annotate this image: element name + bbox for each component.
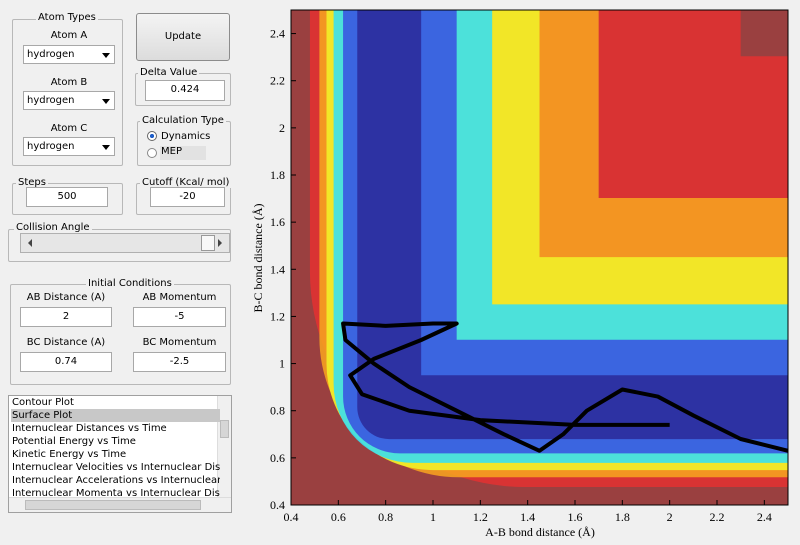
group-title: Calculation Type [140, 115, 226, 126]
radio-label: Dynamics [161, 131, 211, 142]
collision-group [8, 229, 231, 262]
h-scrollbar[interactable] [9, 497, 231, 512]
group-title: Atom Types [36, 12, 98, 23]
radio[interactable] [147, 148, 157, 158]
x-tick-label: 1.8 [615, 510, 630, 524]
list-item[interactable]: Internuclear Accelerations vs Internucle… [12, 475, 220, 486]
surface [291, 10, 788, 505]
x-tick-label: 2 [667, 510, 673, 524]
label: Atom A [50, 30, 88, 41]
label: Atom C [50, 123, 88, 134]
group-title: Steps [16, 177, 48, 188]
x-tick-label: 0.6 [331, 510, 346, 524]
input[interactable]: -5 [133, 307, 226, 327]
steps-group [12, 183, 123, 215]
v-scrollbar[interactable] [217, 396, 231, 498]
group-title: Initial Conditions [86, 278, 174, 289]
label: BC Distance (A) [26, 337, 106, 348]
list-item[interactable]: Internuclear Velocities vs Internuclear … [12, 462, 220, 473]
y-tick-label: 1.8 [270, 168, 285, 182]
group-title: Delta Value [138, 67, 200, 78]
group-title: Collision Angle [14, 222, 92, 233]
x-tick-label: 1.6 [568, 510, 583, 524]
delta-input[interactable]: 0.424 [145, 80, 225, 101]
list-item[interactable]: Internuclear Distances vs Time [12, 423, 167, 434]
cutoff-input[interactable]: -20 [150, 187, 225, 207]
plot-listbox[interactable]: Contour Plot Surface Plot Internuclear Dis… [8, 395, 232, 513]
dropdown[interactable]: hydrogen [23, 91, 115, 110]
label: Atom B [50, 77, 88, 88]
x-tick-label: 2.2 [710, 510, 725, 524]
x-tick-label: 0.8 [378, 510, 393, 524]
scroll-thumb[interactable] [220, 420, 229, 438]
scroll-thumb[interactable] [25, 500, 201, 510]
trajectory [341, 321, 788, 453]
y-axis-label: B-C bond distance (Å) [251, 204, 265, 313]
list-item[interactable]: Internuclear Momenta vs Internuclear Dis… [12, 488, 220, 499]
y-tick-label: 2.2 [270, 74, 285, 88]
dropdown[interactable]: hydrogen [23, 137, 115, 156]
input[interactable]: 2 [20, 307, 112, 327]
y-tick-label: 0.6 [270, 451, 285, 465]
y-tick-label: 1.6 [270, 215, 285, 229]
radio-label: MEP [160, 146, 206, 160]
label: AB Momentum [142, 292, 217, 303]
y-tick-label: 1 [279, 357, 285, 371]
plot: 0.4 0.6 0.8 1 1.2 1.4 1.6 1.8 2 2.2 2.4 0.4 0.6 0.8 1 1… [251, 9, 789, 539]
list-item[interactable]: Surface Plot [11, 409, 220, 422]
label: BC Momentum [142, 337, 217, 348]
y-tick-label: 1.4 [270, 262, 285, 276]
y-tick-label: 0.4 [270, 498, 285, 512]
y-tick-label: 0.8 [270, 404, 285, 418]
x-tick-label: 1 [430, 510, 436, 524]
y-tick-label: 2 [279, 121, 285, 135]
surface-band [357, 10, 788, 440]
x-tick-label: 2.4 [757, 510, 772, 524]
input[interactable]: 0.74 [20, 352, 112, 372]
y-tick-label: 2.4 [270, 27, 285, 41]
dropdown[interactable]: hydrogen [23, 45, 115, 64]
list-item[interactable]: Contour Plot [12, 397, 74, 408]
slider[interactable] [20, 233, 230, 253]
steps-input[interactable]: 500 [26, 187, 108, 207]
x-tick-label: 1.4 [520, 510, 535, 524]
list-item[interactable]: Kinetic Energy vs Time [12, 449, 127, 460]
update-button[interactable]: Update [136, 13, 230, 61]
radio[interactable] [147, 131, 157, 141]
y-tick-label: 1.2 [270, 309, 285, 323]
plot-frame [290, 9, 789, 506]
x-axis-label: A-B bond distance (Å) [485, 525, 595, 539]
x-tick-label: 0.4 [284, 510, 299, 524]
x-tick-label: 1.2 [473, 510, 488, 524]
arrow [24, 239, 32, 247]
group-title: Cutoff (Kcal/ mol) [140, 177, 232, 188]
label: AB Distance (A) [26, 292, 106, 303]
list-item[interactable]: Potential Energy vs Time [12, 436, 136, 447]
input[interactable]: -2.5 [133, 352, 226, 372]
arrow [218, 239, 226, 247]
slider-thumb[interactable] [201, 235, 215, 251]
